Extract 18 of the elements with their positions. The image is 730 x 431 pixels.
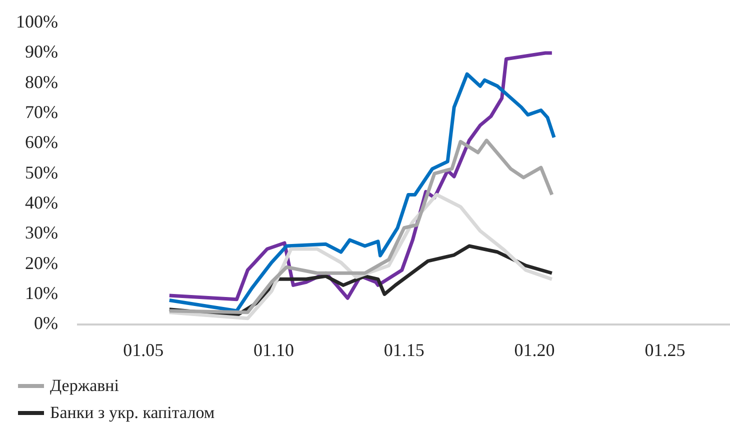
legend-label: Державні <box>50 376 119 396</box>
y-tick-label: 10% <box>24 282 58 303</box>
x-tick-label: 01.20 <box>514 340 555 360</box>
x-tick-label: 01.25 <box>644 340 686 360</box>
y-tick-label: 0% <box>34 313 58 334</box>
y-tick-label: 50% <box>24 162 58 182</box>
y-tick-label: 100% <box>16 12 58 32</box>
y-tick-label: 90% <box>24 42 58 62</box>
y-tick-label: 20% <box>24 252 58 273</box>
x-tick-label: 01.05 <box>123 340 164 360</box>
y-tick-label: 70% <box>24 102 58 122</box>
y-tick-label: 60% <box>24 132 58 152</box>
x-tick-label: 01.10 <box>253 340 294 360</box>
y-tick-label: 80% <box>24 72 58 92</box>
y-tick-label: 40% <box>24 192 58 212</box>
x-tick-label: 01.15 <box>384 340 424 360</box>
legend-label: Банки з укр. капіталом <box>50 402 215 422</box>
y-tick-label: 30% <box>24 222 58 243</box>
